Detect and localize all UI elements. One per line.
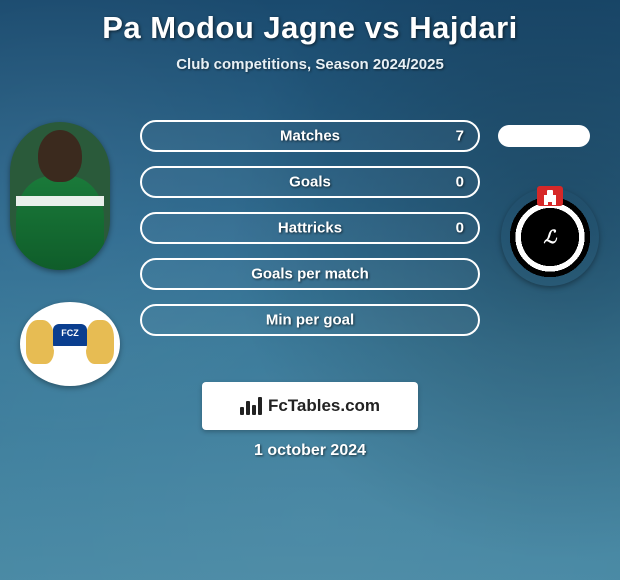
- stat-row-hattricks: Hattricks 0: [140, 212, 480, 244]
- club-badge-left: [20, 302, 120, 386]
- infographic-root: Pa Modou Jagne vs Hajdari Club competiti…: [0, 0, 620, 580]
- branding-badge: FcTables.com: [202, 382, 418, 430]
- swiss-flag-icon: [537, 186, 563, 206]
- stat-label: Hattricks: [142, 220, 478, 237]
- generated-date: 1 october 2024: [0, 442, 620, 460]
- player-right-marker: [498, 125, 590, 147]
- stat-label: Matches: [142, 128, 478, 145]
- bar-chart-icon: [240, 395, 262, 417]
- page-title: Pa Modou Jagne vs Hajdari: [10, 10, 610, 46]
- stats-block: Matches 7 Goals 0 Hattricks 0 Goals per …: [140, 120, 480, 350]
- stat-row-goals: Goals 0: [140, 166, 480, 198]
- page-subtitle: Club competitions, Season 2024/2025: [10, 56, 610, 73]
- stat-right-value: 0: [456, 174, 464, 191]
- stat-label: Goals per match: [142, 266, 478, 283]
- branding-text: FcTables.com: [268, 396, 380, 416]
- club-left-shield: [53, 324, 87, 364]
- stat-row-min-per-goal: Min per goal: [140, 304, 480, 336]
- club-right-monogram: ℒ: [544, 227, 557, 248]
- stat-row-matches: Matches 7: [140, 120, 480, 152]
- stat-label: Goals: [142, 174, 478, 191]
- stat-label: Min per goal: [142, 312, 478, 329]
- stat-right-value: 0: [456, 220, 464, 237]
- stat-right-value: 7: [456, 128, 464, 145]
- club-badge-right: ℒ: [500, 178, 600, 296]
- player-left-photo: [10, 122, 110, 270]
- stat-row-goals-per-match: Goals per match: [140, 258, 480, 290]
